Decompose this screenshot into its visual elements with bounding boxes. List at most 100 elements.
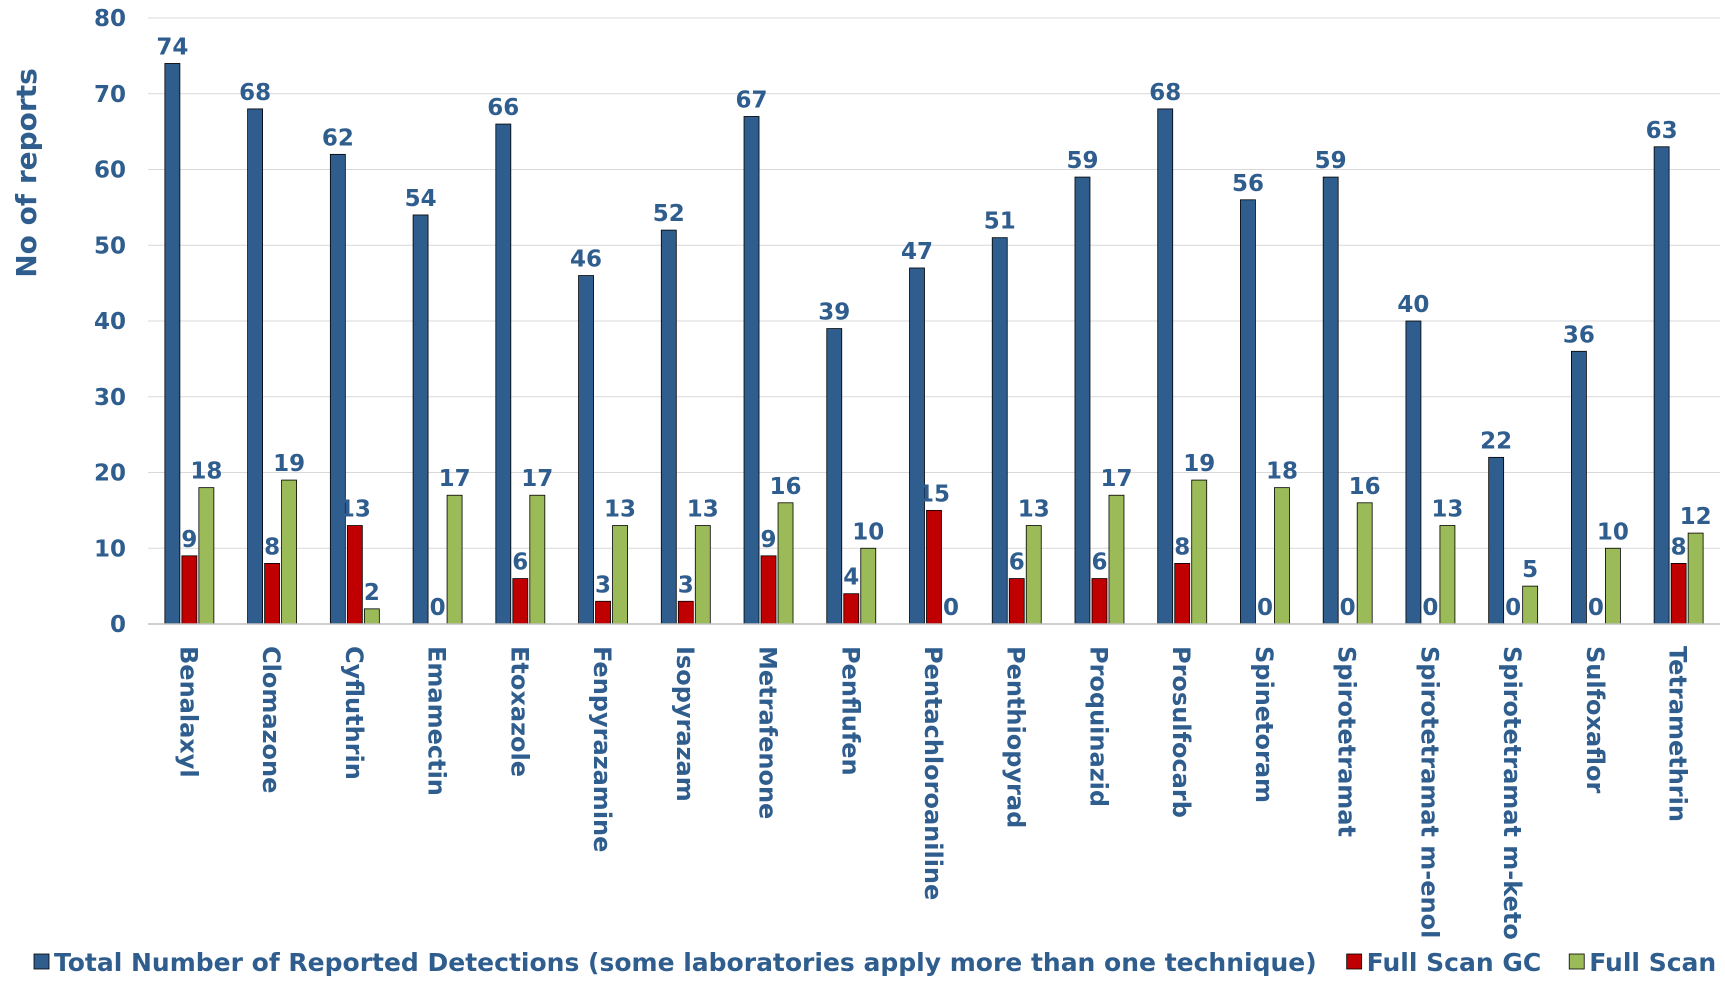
x-axis-categories: Benalaxyl Clomazone Cyfluthrin Emamectin Eto… <box>174 646 1691 940</box>
legend-entry: Total Number of Reported Detections (som… <box>54 948 1317 977</box>
data-label: 17 <box>521 466 553 492</box>
data-label: 6 <box>1091 550 1107 576</box>
data-label: 47 <box>901 239 933 265</box>
x-tick-label: Benalaxyl <box>174 646 202 778</box>
bar <box>1687 532 1704 625</box>
bar <box>1157 108 1174 625</box>
bar <box>1174 563 1191 625</box>
legend-entry: Full Scan GC <box>1367 948 1542 977</box>
x-tick-label: Prosulfocarb <box>1167 646 1195 818</box>
y-tick-label: 30 <box>94 385 126 411</box>
bar <box>1322 176 1339 625</box>
data-label: 17 <box>1100 466 1132 492</box>
data-label: 8 <box>1174 534 1190 560</box>
legend-swatch <box>1568 953 1585 970</box>
data-label: 18 <box>1266 459 1298 485</box>
data-label: 36 <box>1563 322 1595 348</box>
data-label: 66 <box>487 95 519 121</box>
bar <box>1025 525 1042 625</box>
bar <box>1240 199 1256 625</box>
bar <box>412 214 429 625</box>
data-label: 68 <box>239 80 271 106</box>
data-label: 15 <box>918 481 950 507</box>
y-tick-label: 10 <box>94 536 126 562</box>
data-label: 9 <box>761 527 777 553</box>
bar <box>181 555 198 625</box>
x-tick-label: Penflufen <box>836 646 864 776</box>
bar <box>1091 578 1108 625</box>
bar <box>198 487 215 625</box>
data-label: 0 <box>1588 595 1604 621</box>
y-tick-label: 40 <box>94 309 126 335</box>
data-label: 59 <box>1315 148 1347 174</box>
x-tick-label: Spirotetramat m-keto <box>1498 646 1526 940</box>
y-tick-label: 70 <box>94 82 126 108</box>
data-label: 17 <box>439 466 471 492</box>
bar <box>1670 563 1687 625</box>
bar <box>1108 494 1125 625</box>
bar <box>346 525 363 625</box>
data-label: 5 <box>1522 557 1538 583</box>
data-label: 40 <box>1397 292 1429 318</box>
data-label: 6 <box>1009 550 1025 576</box>
data-label: 10 <box>1597 519 1629 545</box>
data-label: 19 <box>273 451 305 477</box>
bar <box>247 108 264 625</box>
x-tick-label: Isopyrazam <box>671 646 699 802</box>
bar <box>512 578 529 625</box>
bar <box>694 525 711 625</box>
bar <box>1439 525 1456 625</box>
x-tick-label: Penthiopyrad <box>1002 646 1030 828</box>
x-tick-label: Pentachloroaniline <box>919 646 947 900</box>
data-label: 13 <box>1431 497 1463 523</box>
y-tick-label: 50 <box>94 233 126 259</box>
data-label: 56 <box>1232 171 1264 197</box>
bar <box>860 547 877 625</box>
y-axis-label: No of reports <box>10 68 43 278</box>
y-tick-label: 20 <box>94 461 126 487</box>
bar <box>1405 320 1422 625</box>
x-tick-label: Spirotetramat m-enol <box>1415 646 1443 938</box>
bar <box>1074 176 1091 625</box>
bar <box>1570 350 1587 625</box>
bar <box>1653 146 1670 625</box>
bar <box>329 153 346 625</box>
data-label: 0 <box>1422 595 1438 621</box>
data-label: 0 <box>430 595 446 621</box>
data-label: 54 <box>405 186 437 212</box>
x-tick-label: Emamectin <box>423 646 451 796</box>
data-label: 22 <box>1480 428 1512 454</box>
bar <box>1356 502 1373 625</box>
data-label: 63 <box>1646 118 1678 144</box>
data-label: 18 <box>190 459 222 485</box>
bar <box>578 275 594 625</box>
x-tick-label: Proquinazid <box>1084 646 1112 807</box>
bar <box>264 563 281 625</box>
bar <box>743 116 760 625</box>
bar <box>529 494 546 625</box>
legend: Total Number of Reported Detections (som… <box>33 948 1725 977</box>
data-label: 3 <box>678 572 694 598</box>
bar <box>1274 487 1290 625</box>
bar <box>777 502 794 625</box>
data-label: 13 <box>687 497 719 523</box>
y-tick-label: 0 <box>110 612 126 638</box>
x-tick-label: Cyfluthrin <box>340 646 368 780</box>
data-label: 16 <box>770 474 802 500</box>
data-label: 16 <box>1349 474 1381 500</box>
x-tick-label: Etoxazole <box>505 646 533 777</box>
y-tick-label: 80 <box>94 6 126 32</box>
data-label: 74 <box>156 34 188 60</box>
data-label: 46 <box>570 247 602 273</box>
bar <box>1008 578 1025 625</box>
bar <box>281 479 298 625</box>
y-tick-label: 60 <box>94 158 126 184</box>
bar <box>677 600 694 625</box>
data-label: 52 <box>653 201 685 227</box>
data-label: 12 <box>1680 504 1712 530</box>
bar <box>1191 479 1208 625</box>
bar <box>1522 585 1539 625</box>
legend-swatch <box>33 953 50 970</box>
bar <box>1488 456 1505 625</box>
